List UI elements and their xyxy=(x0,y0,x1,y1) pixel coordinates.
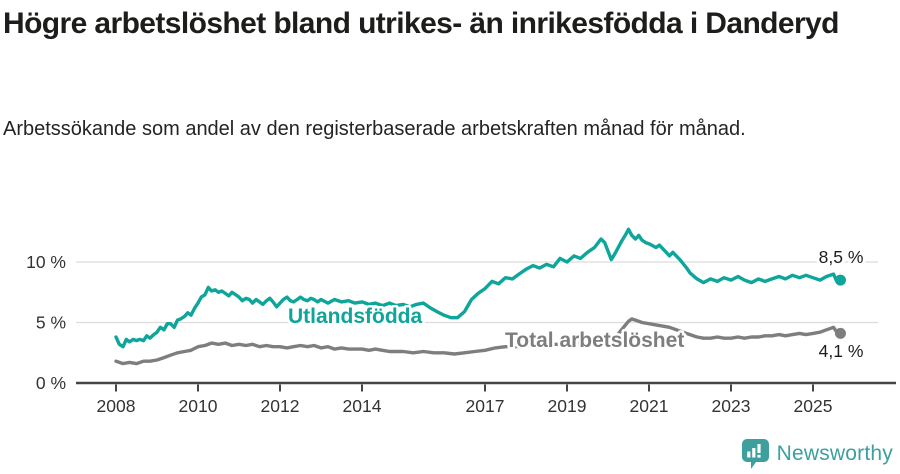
newsworthy-wordmark: Newsworthy xyxy=(776,442,893,465)
y-tick-label: 0 % xyxy=(36,373,66,393)
x-tick-label: 2012 xyxy=(261,396,300,416)
x-tick-label: 2025 xyxy=(794,396,833,416)
newsworthy-logo: Newsworthy xyxy=(741,439,893,469)
x-tick-label: 2021 xyxy=(630,396,669,416)
series-label-utlandsfodda: Utlandsfödda xyxy=(288,305,422,328)
x-tick-label: 2010 xyxy=(179,396,218,416)
x-tick-label: 2014 xyxy=(343,396,382,416)
series-end-dot-total xyxy=(834,327,846,339)
x-tick-label: 2019 xyxy=(548,396,587,416)
series-line-total xyxy=(114,317,843,366)
chart-subtitle: Arbetssökande som andel av den registerb… xyxy=(3,118,746,140)
series-end-label-utlandsfodda: 8,5 % xyxy=(819,247,864,267)
y-tick-label: 5 % xyxy=(36,313,66,333)
y-tick-label: 10 % xyxy=(26,252,66,272)
x-tick-label: 2017 xyxy=(466,396,505,416)
series-line-utlandsfodda xyxy=(114,227,843,349)
series-end-dot-utlandsfodda xyxy=(834,274,846,286)
series-label-total: Total arbetslöshet xyxy=(505,329,684,352)
series-end-label-total: 4,1 % xyxy=(819,341,864,361)
chart-title: Högre arbetslöshet bland utrikes- än inr… xyxy=(3,7,839,40)
x-tick-label: 2008 xyxy=(97,396,136,416)
newsworthy-bubble-barchart-icon xyxy=(741,439,769,469)
x-tick-label: 2023 xyxy=(712,396,751,416)
